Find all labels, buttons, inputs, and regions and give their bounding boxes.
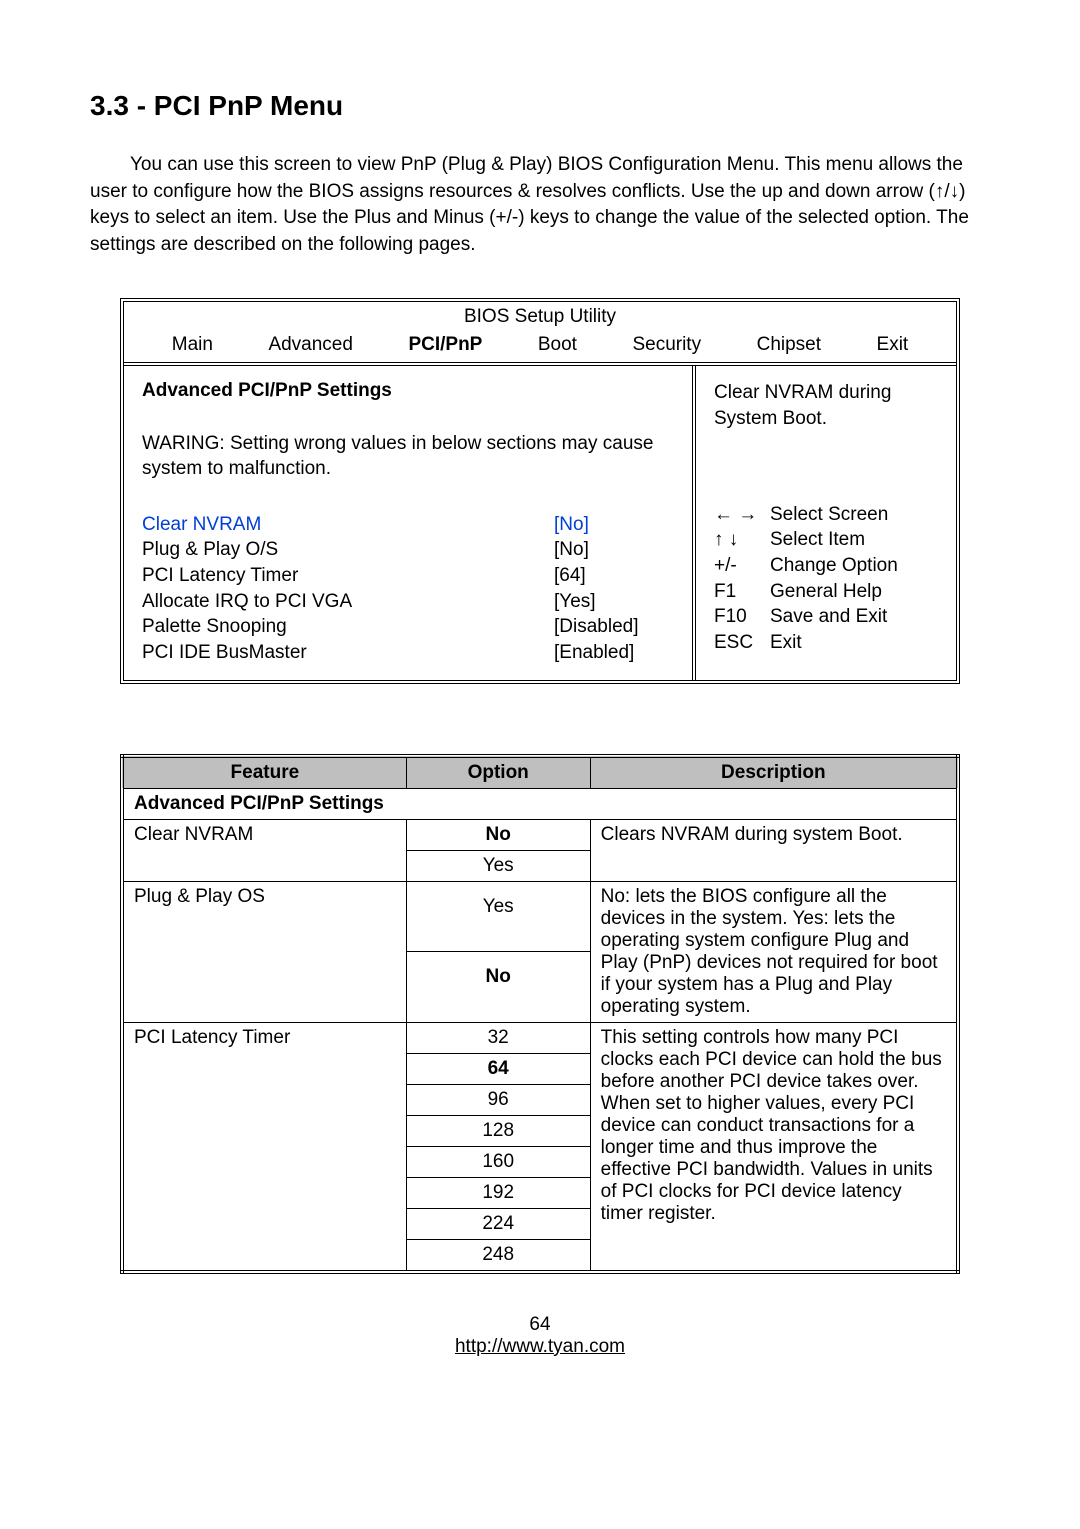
setting-label: Allocate IRQ to PCI VGA bbox=[142, 589, 554, 615]
bios-tabs: Main Advanced PCI/PnP Boot Security Chip… bbox=[124, 332, 956, 366]
page-footer: 64 http://www.tyan.com bbox=[90, 1314, 990, 1358]
bios-body: Advanced PCI/PnP Settings WARING: Settin… bbox=[124, 366, 956, 679]
nav-key: +/- bbox=[714, 553, 770, 579]
setting-label: Palette Snooping bbox=[142, 614, 554, 640]
nav-text: Select Screen bbox=[770, 502, 888, 528]
bios-tab-main[interactable]: Main bbox=[164, 334, 221, 356]
description-cell: Clears NVRAM during system Boot. bbox=[590, 819, 958, 881]
option-cell: 192 bbox=[406, 1177, 590, 1208]
page-number: 64 bbox=[90, 1314, 990, 1336]
header-option: Option bbox=[406, 756, 590, 789]
bios-right-panel: Clear NVRAM during System Boot. ← → Sele… bbox=[696, 366, 956, 679]
option-cell: 160 bbox=[406, 1146, 590, 1177]
nav-text: Change Option bbox=[770, 553, 898, 579]
nav-text: Exit bbox=[770, 630, 802, 656]
option-cell: Yes bbox=[406, 850, 590, 881]
nav-exit: ESC Exit bbox=[714, 630, 938, 656]
nav-select-screen: ← → Select Screen bbox=[714, 502, 938, 528]
bios-tab-security[interactable]: Security bbox=[624, 334, 709, 356]
option-cell: No bbox=[406, 819, 590, 850]
bios-title: BIOS Setup Utility bbox=[124, 302, 956, 332]
bios-setting-allocate-irq[interactable]: Allocate IRQ to PCI VGA [Yes] bbox=[142, 589, 674, 615]
nav-general-help: F1 General Help bbox=[714, 579, 938, 605]
nav-key: ESC bbox=[714, 630, 770, 656]
option-cell: 248 bbox=[406, 1239, 590, 1272]
option-cell: 64 bbox=[406, 1053, 590, 1084]
option-cell: 32 bbox=[406, 1022, 590, 1053]
nav-select-item: ↑ ↓ Select Item bbox=[714, 527, 938, 553]
setting-label: PCI IDE BusMaster bbox=[142, 640, 554, 666]
header-description: Description bbox=[590, 756, 958, 789]
bios-left-panel: Advanced PCI/PnP Settings WARING: Settin… bbox=[124, 366, 696, 679]
intro-paragraph: You can use this screen to view PnP (Plu… bbox=[90, 152, 990, 258]
option-cell: No bbox=[406, 952, 590, 1023]
bios-tab-pcipnp[interactable]: PCI/PnP bbox=[400, 334, 490, 356]
description-cell: This setting controls how many PCI clock… bbox=[590, 1022, 958, 1272]
feature-cell: Clear NVRAM bbox=[122, 819, 406, 881]
nav-key: ← → bbox=[714, 502, 770, 528]
bios-setting-clear-nvram[interactable]: Clear NVRAM [No] bbox=[142, 512, 674, 538]
nav-text: Save and Exit bbox=[770, 604, 887, 630]
bios-setting-pci-latency[interactable]: PCI Latency Timer [64] bbox=[142, 563, 674, 589]
table-row: PCI Latency Timer 32 This setting contro… bbox=[122, 1022, 958, 1053]
bios-tab-chipset[interactable]: Chipset bbox=[749, 334, 829, 356]
bios-panel: BIOS Setup Utility Main Advanced PCI/PnP… bbox=[120, 298, 960, 683]
section-cell: Advanced PCI/PnP Settings bbox=[122, 788, 958, 819]
bios-warning: WARING: Setting wrong values in below se… bbox=[142, 432, 674, 481]
table-row: Plug & Play OS Yes No: lets the BIOS con… bbox=[122, 881, 958, 952]
bios-tab-exit[interactable]: Exit bbox=[869, 334, 917, 356]
setting-label: Plug & Play O/S bbox=[142, 537, 554, 563]
table-row: Clear NVRAM No Clears NVRAM during syste… bbox=[122, 819, 958, 850]
options-table: Feature Option Description Advanced PCI/… bbox=[120, 754, 960, 1274]
bios-nav-help: ← → Select Screen ↑ ↓ Select Item +/- Ch… bbox=[714, 502, 938, 656]
bios-tab-boot[interactable]: Boot bbox=[530, 334, 585, 356]
table-header-row: Feature Option Description bbox=[122, 756, 958, 789]
description-cell: No: lets the BIOS configure all the devi… bbox=[590, 881, 958, 1022]
footer-url[interactable]: http://www.tyan.com bbox=[455, 1336, 625, 1357]
bios-tab-advanced[interactable]: Advanced bbox=[260, 334, 361, 356]
setting-value: [64] bbox=[554, 563, 674, 589]
bios-setting-palette-snooping[interactable]: Palette Snooping [Disabled] bbox=[142, 614, 674, 640]
setting-value: [Disabled] bbox=[554, 614, 674, 640]
feature-cell: PCI Latency Timer bbox=[122, 1022, 406, 1272]
setting-value: [No] bbox=[554, 512, 674, 538]
nav-change-option: +/- Change Option bbox=[714, 553, 938, 579]
setting-value: [No] bbox=[554, 537, 674, 563]
option-cell: 96 bbox=[406, 1084, 590, 1115]
bios-settings-list: Clear NVRAM [No] Plug & Play O/S [No] PC… bbox=[142, 512, 674, 666]
nav-key: F1 bbox=[714, 579, 770, 605]
section-title: 3.3 - PCI PnP Menu bbox=[90, 90, 990, 122]
setting-value: [Enabled] bbox=[554, 640, 674, 666]
bios-section-heading: Advanced PCI/PnP Settings bbox=[142, 380, 674, 402]
setting-label: PCI Latency Timer bbox=[142, 563, 554, 589]
bios-help-text: Clear NVRAM during System Boot. bbox=[714, 380, 938, 431]
nav-text: Select Item bbox=[770, 527, 865, 553]
header-feature: Feature bbox=[122, 756, 406, 789]
bios-setting-pnp-os[interactable]: Plug & Play O/S [No] bbox=[142, 537, 674, 563]
bios-setting-pci-ide-busmaster[interactable]: PCI IDE BusMaster [Enabled] bbox=[142, 640, 674, 666]
nav-text: General Help bbox=[770, 579, 882, 605]
nav-key: ↑ ↓ bbox=[714, 527, 770, 553]
table-section-row: Advanced PCI/PnP Settings bbox=[122, 788, 958, 819]
option-cell: Yes bbox=[406, 881, 590, 952]
option-cell: 224 bbox=[406, 1208, 590, 1239]
option-cell: 128 bbox=[406, 1115, 590, 1146]
setting-value: [Yes] bbox=[554, 589, 674, 615]
setting-label: Clear NVRAM bbox=[142, 512, 554, 538]
feature-cell: Plug & Play OS bbox=[122, 881, 406, 1022]
nav-key: F10 bbox=[714, 604, 770, 630]
nav-save-exit: F10 Save and Exit bbox=[714, 604, 938, 630]
